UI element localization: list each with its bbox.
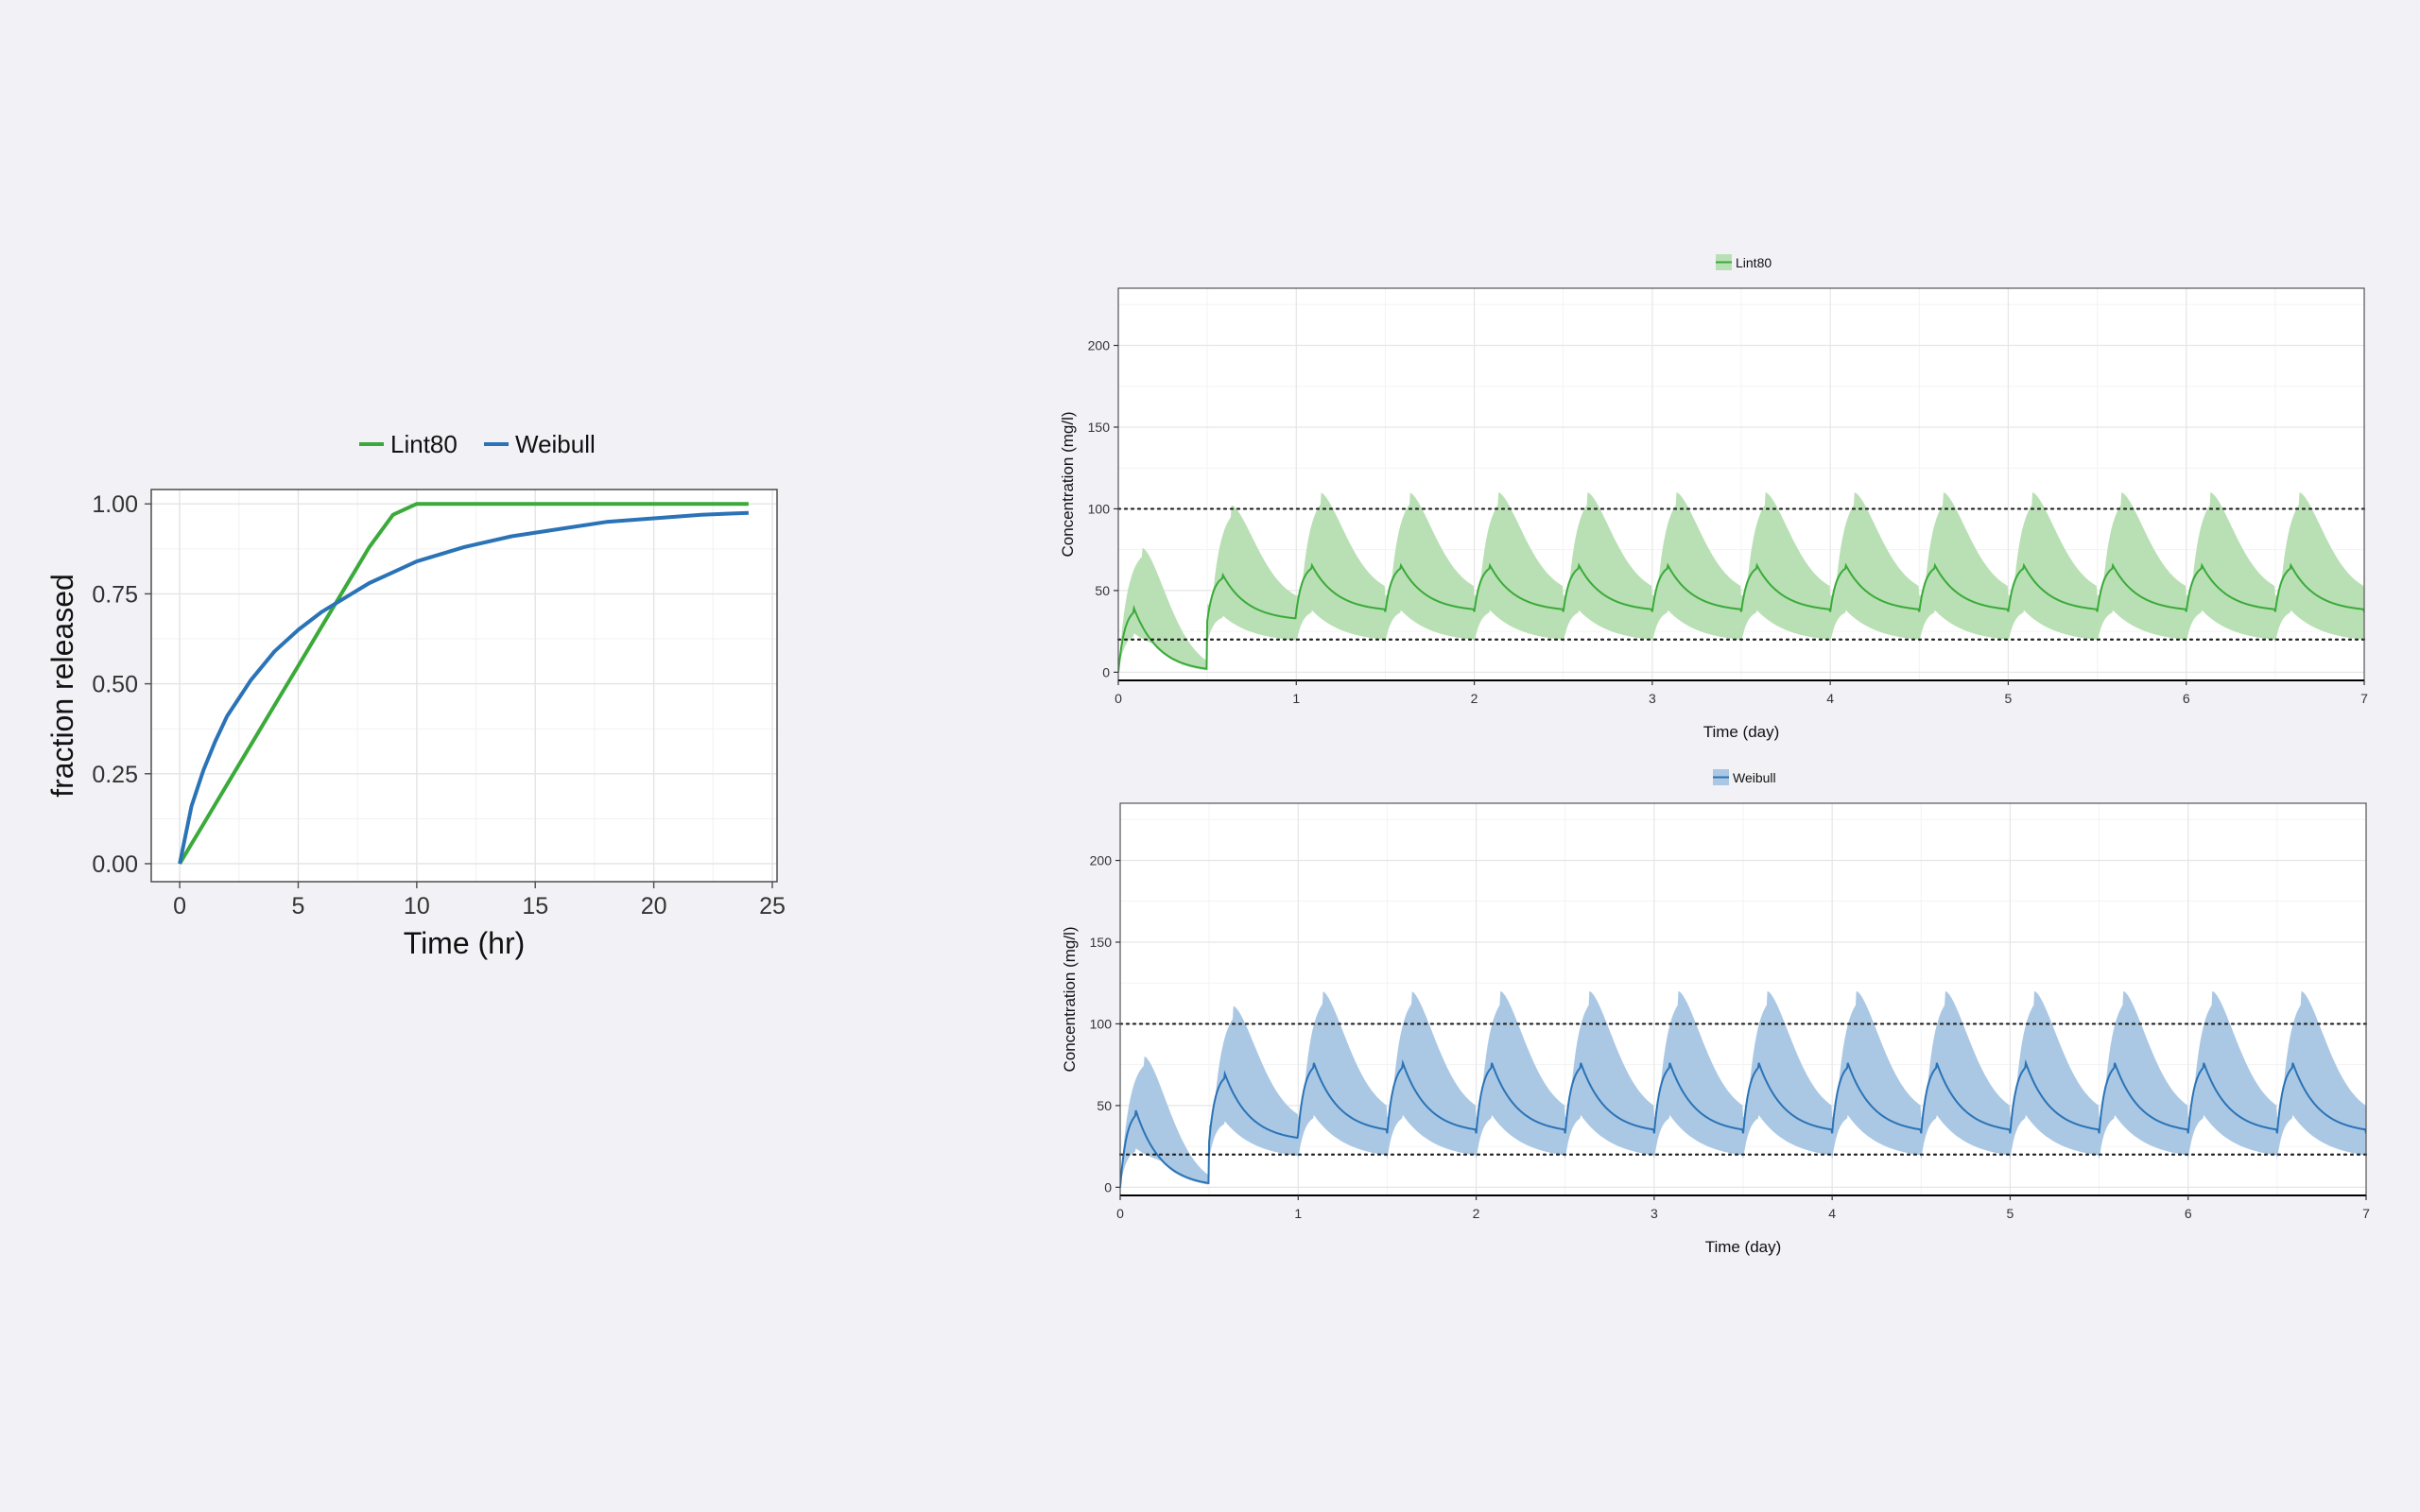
y-tick-label: 100: [1088, 501, 1111, 516]
median-line: [1120, 1058, 2366, 1188]
x-tick-label: 20: [641, 893, 667, 919]
y-tick-label: 1.00: [92, 491, 138, 518]
legend-label: Weibull: [1733, 770, 1776, 785]
x-tick-label: 2: [1473, 1206, 1480, 1221]
y-axis-title: Concentration (mg/l): [1059, 411, 1077, 557]
x-tick-label: 5: [292, 893, 305, 919]
series-line-lint80: [178, 502, 749, 866]
x-axis-title: Time (day): [1703, 723, 1780, 741]
x-tick-label: 4: [1828, 1206, 1836, 1221]
y-axis-title: Concentration (mg/l): [1061, 926, 1079, 1072]
x-tick-label: 2: [1471, 691, 1478, 706]
x-tick-label: 10: [404, 893, 430, 919]
median-line: [1118, 562, 2364, 673]
confidence-band: [1120, 990, 2366, 1190]
y-tick-label: 0: [1102, 664, 1110, 679]
release-chart: 0 5 10 15 20 25 0.00 0.25 0.50 0.75 1.00 Time (hr) f…: [45, 430, 786, 960]
x-tick-label: 0: [1115, 691, 1122, 706]
x-tick-label: 15: [522, 893, 548, 919]
y-tick-label: 150: [1088, 420, 1111, 435]
x-tick-label: 7: [2360, 691, 2368, 706]
x-tick-label: 0: [1116, 1206, 1124, 1221]
x-tick-label: 1: [1294, 1206, 1302, 1221]
series-line-weibull: [178, 510, 749, 865]
y-tick-label: 0.00: [92, 851, 138, 878]
x-tick-label: 3: [1649, 691, 1656, 706]
legend: Weibull: [1713, 769, 1776, 785]
y-tick-label: 150: [1090, 935, 1113, 950]
y-tick-label: 50: [1097, 1098, 1112, 1113]
confidence-band: [1118, 492, 2364, 675]
plot-panel: [151, 490, 777, 882]
x-axis-title: Time (day): [1705, 1238, 1782, 1256]
concentration-chart-lint80: 0 1 2 3 4 5 6 7 0 50 100 150 200 Time (day) Concentrat…: [1059, 254, 2368, 741]
legend-label: Lint80: [1736, 255, 1772, 270]
x-tick-label: 5: [2005, 691, 2013, 706]
y-tick-label: 0.75: [92, 581, 138, 608]
legend-label: Lint80: [390, 430, 458, 458]
x-tick-label: 3: [1651, 1206, 1658, 1221]
legend-label: Weibull: [515, 430, 596, 458]
y-tick-label: 100: [1090, 1016, 1113, 1031]
x-tick-label: 5: [2007, 1206, 2014, 1221]
x-tick-label: 7: [2362, 1206, 2370, 1221]
x-tick-label: 6: [2185, 1206, 2192, 1221]
legend: Lint80 Weibull: [359, 430, 596, 458]
y-tick-label: 200: [1088, 338, 1111, 353]
x-tick-label: 25: [759, 893, 786, 919]
y-tick-label: 0.25: [92, 762, 138, 788]
plot-border: [150, 489, 778, 883]
x-axis-title: Time (hr): [404, 926, 526, 960]
y-tick-label: 50: [1095, 583, 1110, 598]
y-tick-label: 0: [1104, 1179, 1112, 1194]
x-tick-label: 0: [173, 893, 186, 919]
y-tick-label: 0.50: [92, 672, 138, 698]
x-tick-label: 6: [2183, 691, 2190, 706]
concentration-chart-weibull: 0 1 2 3 4 5 6 7 0 50 100 150 200 Time (day) Concentrat…: [1061, 769, 2370, 1256]
y-tick-label: 200: [1090, 853, 1113, 868]
legend: Lint80: [1716, 254, 1772, 270]
x-tick-label: 4: [1826, 691, 1834, 706]
y-axis-title: fraction released: [45, 574, 79, 798]
x-tick-label: 1: [1292, 691, 1300, 706]
